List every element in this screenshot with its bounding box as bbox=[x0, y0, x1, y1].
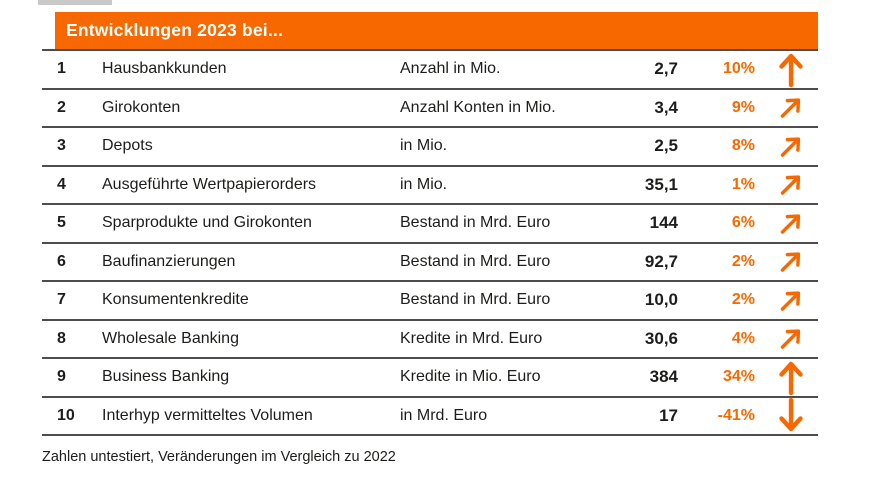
unit-cell: Kredite in Mio. Euro bbox=[400, 368, 541, 386]
value-cell: 30,6 bbox=[644, 328, 678, 348]
trend-up-icon bbox=[755, 361, 818, 395]
table-row: 9 Business Banking Kredite in Mio. Euro … bbox=[42, 359, 818, 398]
name-cell: Sparprodukte und Girokonten bbox=[102, 214, 312, 232]
name-cell: Konsumentenkredite bbox=[102, 291, 249, 309]
change-cell: 6% bbox=[731, 214, 755, 232]
crop-artifact-bar bbox=[38, 0, 112, 5]
unit-cell: Bestand in Mrd. Euro bbox=[400, 291, 551, 309]
trend-up-right-icon bbox=[755, 322, 818, 355]
value-cell: 35,1 bbox=[644, 174, 678, 194]
trend-up-right-icon bbox=[755, 284, 818, 317]
name-cell: Business Banking bbox=[102, 368, 230, 386]
table-row: 2 Girokonten Anzahl Konten in Mio. 3,4 9… bbox=[42, 90, 818, 128]
rank-cell: 5 bbox=[57, 214, 66, 232]
name-cell: Baufinanzierungen bbox=[102, 252, 236, 270]
rank-cell: 3 bbox=[57, 137, 66, 155]
table-rows: 1 Hausbankkunden Anzahl in Mio. 2,7 10% … bbox=[42, 49, 818, 436]
unit-cell: Kredite in Mrd. Euro bbox=[400, 329, 543, 347]
table-row: 4 Ausgeführte Wertpapierorders in Mio. 3… bbox=[42, 167, 818, 205]
change-cell: 9% bbox=[731, 98, 755, 116]
value-cell: 384 bbox=[649, 367, 678, 387]
change-cell: 34% bbox=[722, 368, 755, 386]
value-cell: 144 bbox=[649, 213, 678, 233]
change-cell: 4% bbox=[731, 329, 755, 347]
rank-cell: 1 bbox=[57, 60, 66, 78]
table-row: 8 Wholesale Banking Kredite in Mrd. Euro… bbox=[42, 321, 818, 359]
change-cell: 8% bbox=[731, 137, 755, 155]
value-cell: 17 bbox=[659, 405, 678, 425]
name-cell: Depots bbox=[102, 137, 153, 155]
value-cell: 92,7 bbox=[644, 251, 678, 271]
table-row: 3 Depots in Mio. 2,5 8% bbox=[42, 128, 818, 167]
trend-up-right-icon bbox=[755, 207, 818, 240]
unit-cell: Bestand in Mrd. Euro bbox=[400, 252, 551, 270]
unit-cell: in Mio. bbox=[400, 175, 448, 193]
value-cell: 2,7 bbox=[654, 59, 678, 79]
value-cell: 3,4 bbox=[654, 97, 678, 117]
change-cell: 10% bbox=[722, 60, 755, 78]
value-cell: 10,0 bbox=[644, 290, 678, 310]
name-cell: Ausgeführte Wertpapierorders bbox=[102, 175, 317, 193]
table-title-bar: Entwicklungen 2023 bei... bbox=[55, 12, 818, 49]
table-row: 10 Interhyp vermitteltes Volumen in Mrd.… bbox=[42, 398, 818, 436]
footnote-text: Zahlen untestiert, Veränderungen im Verg… bbox=[42, 449, 396, 465]
change-cell: 1% bbox=[731, 175, 755, 193]
trend-up-right-icon bbox=[755, 91, 818, 124]
rank-cell: 10 bbox=[57, 406, 75, 424]
rank-cell: 8 bbox=[57, 329, 66, 347]
trend-up-right-icon bbox=[755, 245, 818, 278]
rank-cell: 4 bbox=[57, 175, 66, 193]
change-cell: 2% bbox=[731, 252, 755, 270]
trend-down-icon bbox=[755, 398, 818, 432]
rank-cell: 2 bbox=[57, 98, 66, 116]
table-title: Entwicklungen 2023 bei... bbox=[66, 20, 284, 40]
change-cell: -41% bbox=[717, 406, 755, 424]
name-cell: Hausbankkunden bbox=[102, 60, 227, 78]
change-cell: 2% bbox=[731, 291, 755, 309]
table-row: 5 Sparprodukte und Girokonten Bestand in… bbox=[42, 205, 818, 244]
rank-cell: 9 bbox=[57, 368, 66, 386]
rank-cell: 6 bbox=[57, 252, 66, 270]
rank-cell: 7 bbox=[57, 291, 66, 309]
trend-up-right-icon bbox=[755, 130, 818, 163]
unit-cell: Anzahl Konten in Mio. bbox=[400, 98, 556, 116]
trend-up-icon bbox=[755, 53, 818, 87]
unit-cell: in Mio. bbox=[400, 137, 448, 155]
name-cell: Wholesale Banking bbox=[102, 329, 239, 347]
table-row: 7 Konsumentenkredite Bestand in Mrd. Eur… bbox=[42, 282, 818, 321]
name-cell: Girokonten bbox=[102, 98, 181, 116]
trend-up-right-icon bbox=[755, 168, 818, 201]
table-row: 6 Baufinanzierungen Bestand in Mrd. Euro… bbox=[42, 244, 818, 282]
unit-cell: Anzahl in Mio. bbox=[400, 60, 501, 78]
name-cell: Interhyp vermitteltes Volumen bbox=[102, 406, 313, 424]
table-row: 1 Hausbankkunden Anzahl in Mio. 2,7 10% bbox=[42, 51, 818, 90]
unit-cell: in Mrd. Euro bbox=[400, 406, 488, 424]
developments-table-panel: Entwicklungen 2023 bei... 1 Hausbankkund… bbox=[42, 12, 818, 436]
unit-cell: Bestand in Mrd. Euro bbox=[400, 214, 551, 232]
value-cell: 2,5 bbox=[654, 136, 678, 156]
